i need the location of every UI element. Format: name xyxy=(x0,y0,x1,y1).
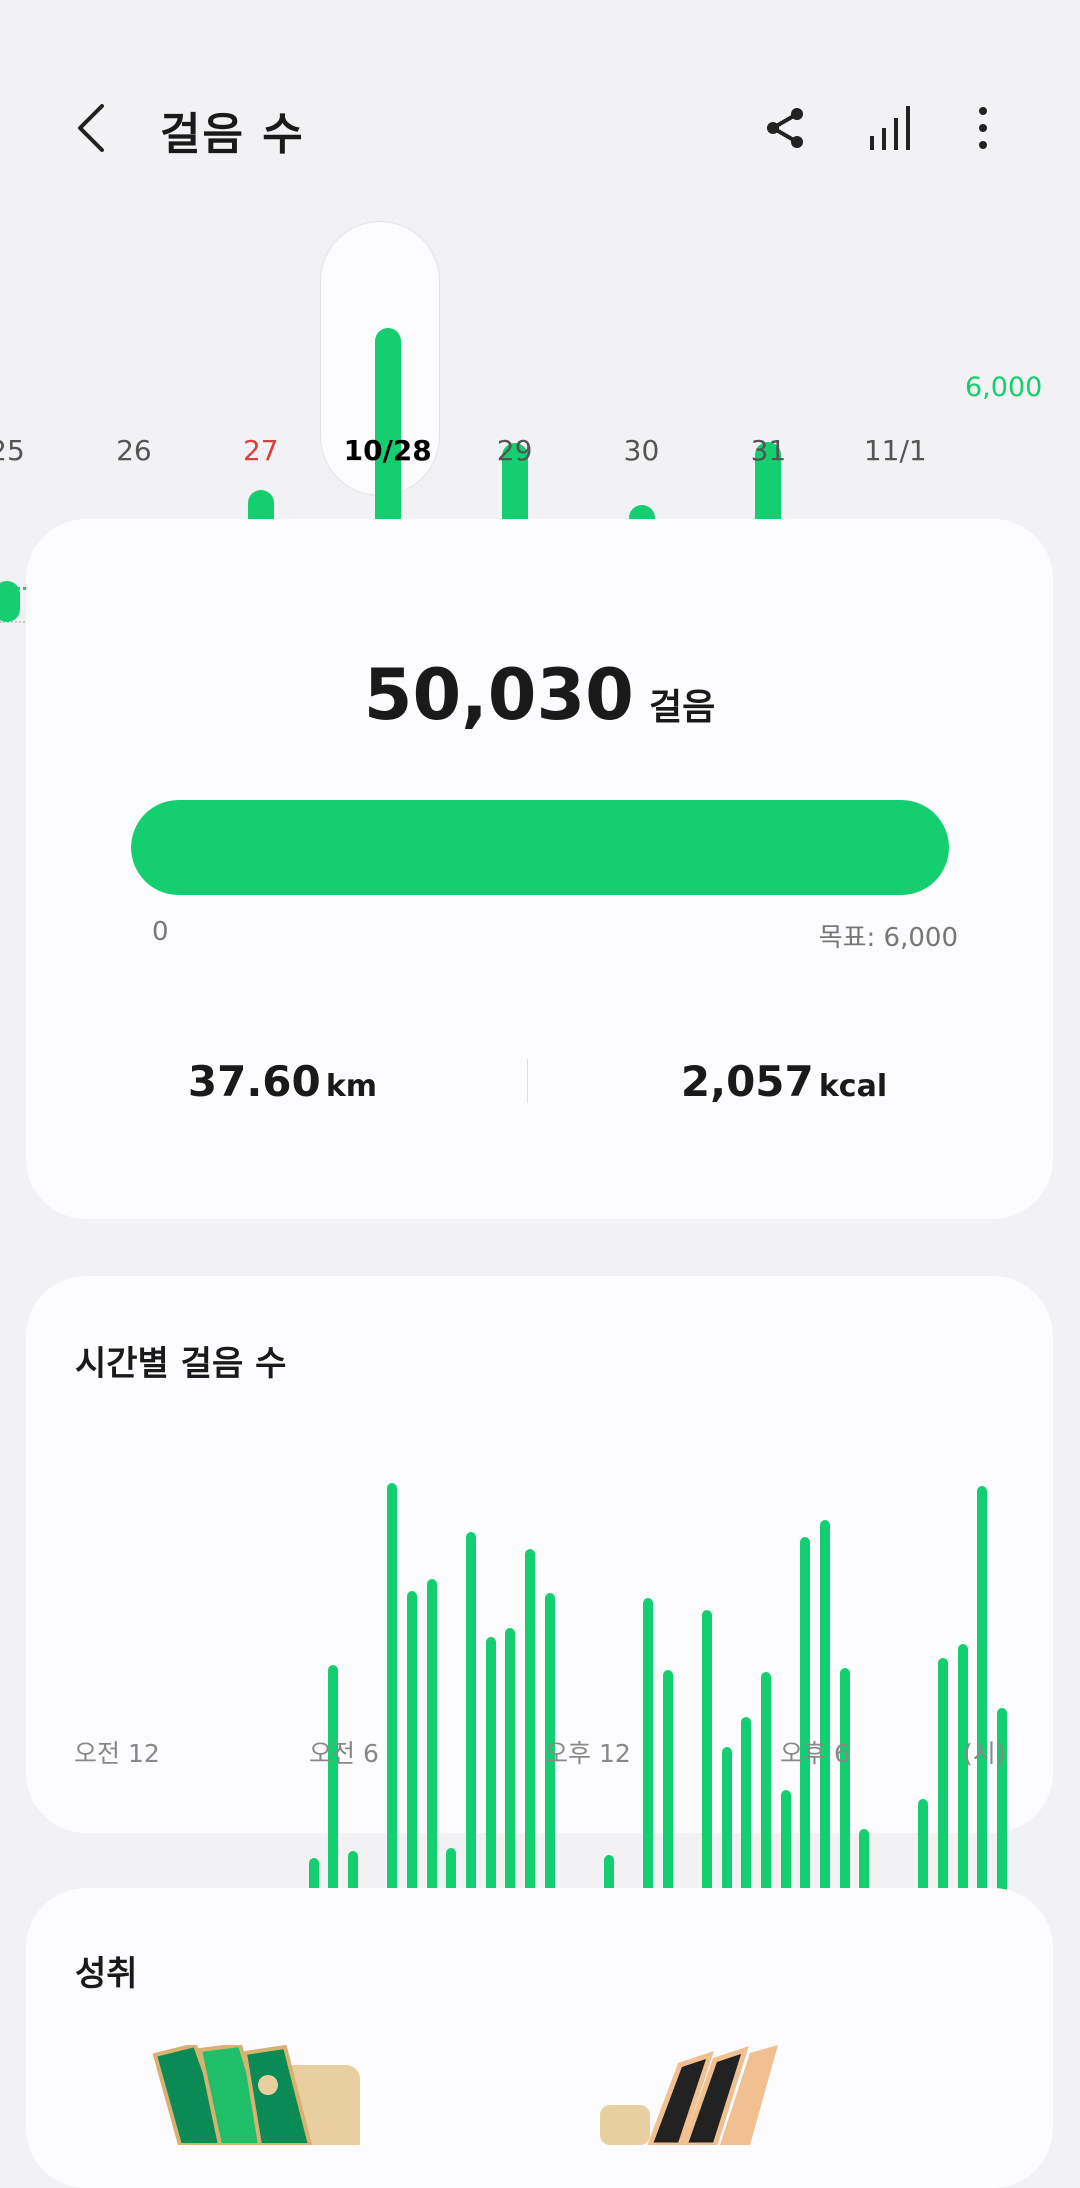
achievement-badge[interactable] xyxy=(150,2042,370,2155)
calories-value: 2,057 xyxy=(680,1057,814,1106)
hourly-bar xyxy=(505,1627,516,1956)
hourly-bar xyxy=(387,1483,398,1956)
hourly-bar xyxy=(721,1746,732,1956)
more-button[interactable] xyxy=(953,98,1013,158)
page-title: 걸음 수 xyxy=(160,109,305,160)
hourly-bar xyxy=(741,1716,752,1956)
badge-icon xyxy=(152,2042,360,2155)
goal-label: 6,000 xyxy=(965,372,1043,403)
hourly-bar xyxy=(701,1610,712,1956)
hourly-bar xyxy=(662,1669,673,1956)
more-vertical-icon xyxy=(979,107,987,149)
badge-icon xyxy=(600,2045,778,2148)
hourly-bar xyxy=(466,1531,476,1956)
day-label[interactable]: 29 xyxy=(496,434,533,467)
day-label[interactable]: 31 xyxy=(750,434,787,467)
distance-stat: 37.60 km xyxy=(26,1057,539,1106)
hourly-bar xyxy=(760,1671,771,1956)
hourly-bar xyxy=(996,1708,1007,1956)
day-label[interactable]: 11/1 xyxy=(863,434,927,467)
hourly-bar xyxy=(328,1664,339,1956)
share-button[interactable] xyxy=(755,98,815,158)
achievements-title: 성취 xyxy=(75,1954,138,1994)
day-label[interactable]: 27 xyxy=(242,434,279,467)
step-unit: 걸음 xyxy=(648,687,716,728)
share-icon xyxy=(767,108,803,148)
day-label[interactable]: 26 xyxy=(116,434,152,467)
achievement-badge[interactable] xyxy=(600,2045,790,2149)
hourly-bar xyxy=(485,1636,496,1956)
hourly-bar xyxy=(977,1486,988,1956)
progress-min-label: 0 xyxy=(152,917,169,947)
hourly-bar xyxy=(544,1592,555,1956)
x-tick-label: 오후 6 xyxy=(780,1739,850,1768)
progress-fill xyxy=(131,800,949,895)
hourly-bar xyxy=(642,1598,653,1956)
x-tick-label: 오후 12 xyxy=(545,1739,631,1768)
distance-unit: km xyxy=(325,1069,378,1104)
back-button[interactable] xyxy=(62,98,122,158)
chevron-left-icon xyxy=(78,104,104,152)
hourly-bar xyxy=(819,1519,830,1956)
hourly-bar xyxy=(524,1549,535,1956)
x-tick-label: (시) xyxy=(963,1739,1006,1768)
stat-divider xyxy=(527,1059,528,1103)
x-tick-label: 오전 12 xyxy=(74,1739,160,1768)
hourly-bar xyxy=(957,1643,968,1956)
hourly-steps-card[interactable] xyxy=(26,1276,1053,1833)
hourly-title: 시간별 걸음 수 xyxy=(75,1344,287,1384)
hourly-bar xyxy=(800,1537,811,1956)
distance-value: 37.60 xyxy=(187,1057,321,1106)
hourly-bar xyxy=(407,1591,418,1956)
x-tick-label: 오전 6 xyxy=(309,1739,379,1768)
progress-bar xyxy=(131,800,949,895)
day-bar-25[interactable] xyxy=(0,580,20,622)
summary-card: 50,030 걸음 0 목표: 6,000 37.60 km 2,057 kca… xyxy=(26,519,1053,1219)
bar-chart-icon xyxy=(870,106,910,150)
day-label[interactable]: 30 xyxy=(623,434,660,467)
hourly-bar xyxy=(839,1668,850,1956)
calories-unit: kcal xyxy=(818,1069,888,1104)
hourly-bar xyxy=(918,1798,929,1956)
hourly-bar xyxy=(937,1657,948,1956)
hourly-bar xyxy=(426,1578,437,1956)
calories-stat: 2,057 kcal xyxy=(539,1057,1029,1106)
progress-goal-label: 목표: 6,000 xyxy=(818,923,958,953)
hourly-bar xyxy=(780,1790,791,1956)
chart-view-button[interactable] xyxy=(860,98,920,158)
step-count: 50,030 xyxy=(363,654,634,736)
day-label[interactable]: 25 xyxy=(0,434,25,467)
day-label[interactable]: 10/28 xyxy=(343,434,432,467)
